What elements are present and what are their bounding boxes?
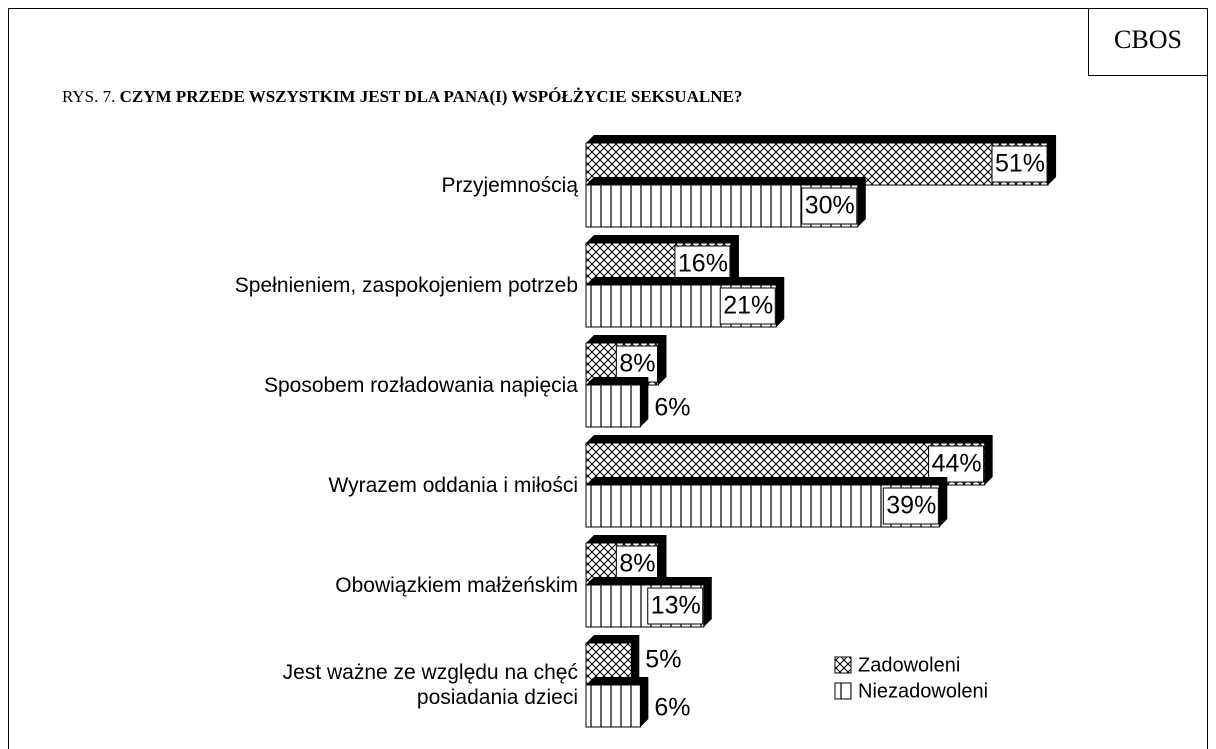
- value-label-box: [615, 345, 658, 383]
- value-label: 8%: [619, 350, 655, 378]
- bar-shadow: [586, 577, 712, 627]
- source: CBOS: [1114, 25, 1182, 54]
- title: CZYM PRZEDE WSZYSTKIM JEST DLA PANA(I) W…: [120, 87, 743, 106]
- category-label: Obowiązkiem małżeńskim: [335, 573, 578, 597]
- value-label: 44%: [932, 450, 982, 478]
- category-label: Przyjemnością: [441, 173, 578, 197]
- frame: [8, 8, 1208, 749]
- bar: [585, 684, 641, 728]
- bar-shadow: [586, 477, 948, 527]
- bar-shadow: [586, 335, 667, 385]
- value-label-box: [928, 445, 985, 483]
- value-label-box: [615, 545, 658, 583]
- legend-swatch: [834, 656, 852, 674]
- source-box: [1088, 8, 1208, 76]
- value-label-box: [991, 145, 1048, 183]
- bar: [585, 384, 641, 428]
- value-label: 8%: [619, 550, 655, 578]
- bar-shadow: [586, 235, 739, 285]
- category-label: Sposobem rozładowania napięcia: [263, 373, 578, 397]
- chart-title: RYS. 7. CZYM PRZEDE WSZYSTKIM JEST DLA P…: [62, 87, 742, 106]
- value-label: 5%: [645, 646, 681, 674]
- legend-label: Zadowoleni: [858, 654, 960, 676]
- value-label-box: [882, 487, 939, 525]
- bar-shadow: [586, 377, 649, 427]
- figure-label: RYS. 7.: [62, 87, 115, 106]
- value-label: 13%: [651, 592, 701, 620]
- bar-shadow: [586, 535, 667, 585]
- value-label: 16%: [678, 250, 728, 278]
- value-label: 39%: [886, 492, 936, 520]
- value-label: 6%: [654, 394, 690, 422]
- value-label: 21%: [723, 292, 773, 320]
- category-label: Spełnieniem, zaspokojeniem potrzeb: [234, 273, 578, 297]
- value-label-box: [719, 287, 776, 325]
- bar: [585, 484, 940, 528]
- legend-swatch: [834, 682, 852, 700]
- legend-label: Niezadowoleni: [858, 680, 988, 702]
- value-label: 30%: [805, 192, 855, 220]
- bar-shadow: [586, 135, 1057, 185]
- category-label: Jest ważne ze względu na chęć posiadania…: [282, 661, 578, 709]
- value-label: 6%: [654, 694, 690, 722]
- bar-shadow: [586, 677, 649, 727]
- value-label: 51%: [995, 150, 1045, 178]
- bar-shadow: [586, 435, 993, 485]
- category-label: Wyrazem oddania i miłości: [328, 473, 578, 497]
- value-label-box: [801, 187, 858, 225]
- value-label-box: [647, 587, 704, 625]
- bar-shadow: [586, 177, 866, 227]
- bar-shadow: [586, 277, 785, 327]
